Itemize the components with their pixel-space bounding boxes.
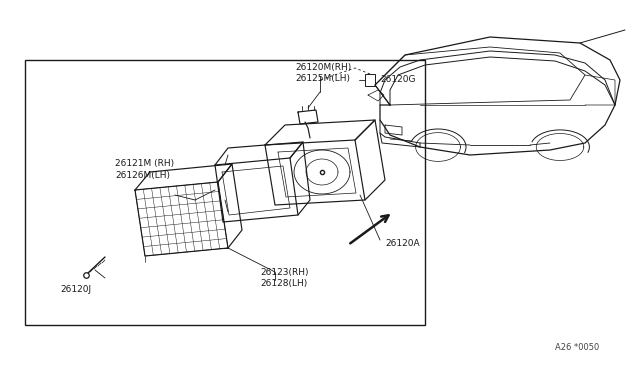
Text: 26126M(LH): 26126M(LH): [115, 171, 170, 180]
Text: 26121M (RH): 26121M (RH): [115, 159, 174, 168]
Text: 26120A: 26120A: [385, 238, 420, 247]
Bar: [365, 74, 375, 86]
Text: A26 *0050: A26 *0050: [555, 343, 599, 352]
Text: 26120M(RH): 26120M(RH): [295, 63, 351, 72]
Bar: [25, 60, 425, 325]
Text: 26120J: 26120J: [60, 285, 91, 294]
Text: 26120G: 26120G: [380, 74, 415, 83]
Text: 26125M(LH): 26125M(LH): [295, 74, 350, 83]
Text: 26128(LH): 26128(LH): [260, 279, 307, 288]
Text: 26123(RH): 26123(RH): [260, 268, 308, 277]
